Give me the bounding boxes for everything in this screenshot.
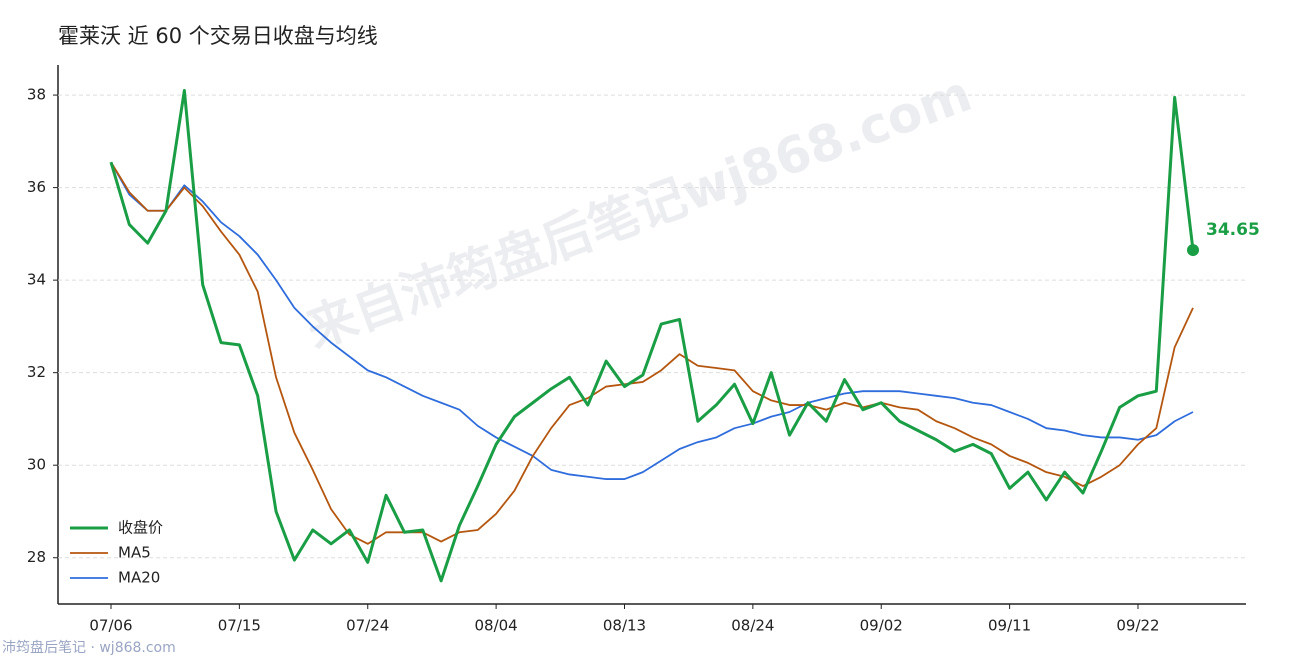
legend-label: MA5	[118, 544, 151, 562]
x-tick-label: 07/15	[218, 617, 261, 635]
legend-label: 收盘价	[118, 519, 163, 537]
y-tick-label: 34	[27, 271, 46, 289]
y-tick-label: 30	[27, 456, 46, 474]
x-tick-label: 09/11	[988, 617, 1031, 635]
series-line	[109, 88, 1195, 583]
watermark: 来自沛筠盘后笔记wj868.com	[299, 64, 979, 359]
legend-label: MA20	[118, 569, 160, 587]
x-tick-label: 09/02	[860, 617, 903, 635]
value-label: 34.65	[1206, 220, 1260, 240]
y-tick-label: 36	[27, 178, 46, 196]
last-point	[1187, 244, 1199, 257]
chart-title: 霍莱沃 近 60 个交易日收盘与均线	[58, 24, 378, 48]
x-tick-label: 08/04	[475, 617, 518, 635]
y-tick-label: 28	[27, 548, 46, 566]
x-tick-label: 07/06	[89, 617, 132, 635]
source: 沛筠盘后笔记 · wj868.com	[2, 639, 176, 656]
x-tick-label: 08/24	[731, 617, 774, 635]
x-tick-label: 07/24	[346, 617, 389, 635]
x-tick-label: 09/22	[1116, 617, 1159, 635]
y-tick-label: 38	[27, 86, 46, 104]
series-line	[110, 161, 1194, 480]
y-tick-label: 32	[27, 363, 46, 381]
x-tick-label: 08/13	[603, 617, 646, 635]
series-line	[110, 161, 1194, 545]
